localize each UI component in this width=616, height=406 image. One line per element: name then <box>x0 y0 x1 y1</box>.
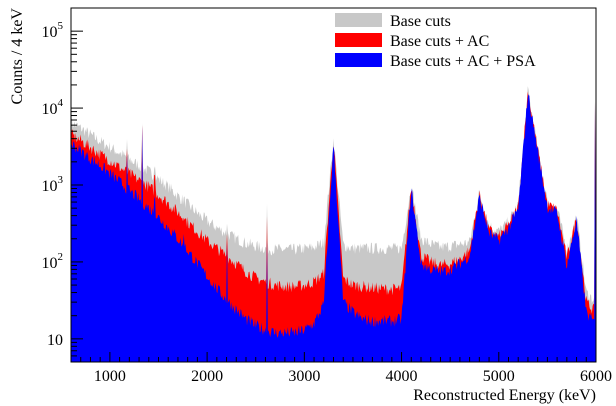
x-tick-label: 2000 <box>191 368 223 385</box>
legend-label: Base cuts + AC + PSA <box>390 53 536 70</box>
y-tick-label: 103 <box>42 174 64 195</box>
x-tick-label: 3000 <box>288 368 320 385</box>
y-axis: 10 102 103 104 105 <box>42 7 83 363</box>
x-tick-label: 1000 <box>94 368 126 385</box>
series-area-3 <box>71 94 596 362</box>
x-tick-label: 4000 <box>386 368 418 385</box>
y-tick-label: 102 <box>42 251 64 272</box>
legend-label: Base cuts + AC <box>390 33 489 50</box>
y-tick-label: 105 <box>42 20 64 41</box>
x-tick-label: 5000 <box>483 368 515 385</box>
legend-swatch <box>335 13 382 27</box>
x-axis-title: Reconstructed Energy (keV) <box>413 387 596 404</box>
y-tick-label: 10 <box>47 332 63 349</box>
y-axis-title: Counts / 4 keV <box>9 8 26 105</box>
y-tick-label: 104 <box>42 97 64 118</box>
legend-swatch <box>335 33 382 47</box>
legend-swatch <box>335 53 382 67</box>
x-tick-label: 6000 <box>580 368 612 385</box>
legend-label: Base cuts <box>390 13 451 30</box>
series-areas <box>71 86 596 363</box>
x-axis: 1000 2000 3000 4000 5000 6000 <box>70 352 612 385</box>
legend: Base cuts Base cuts + AC Base cuts + AC + … <box>335 13 536 70</box>
